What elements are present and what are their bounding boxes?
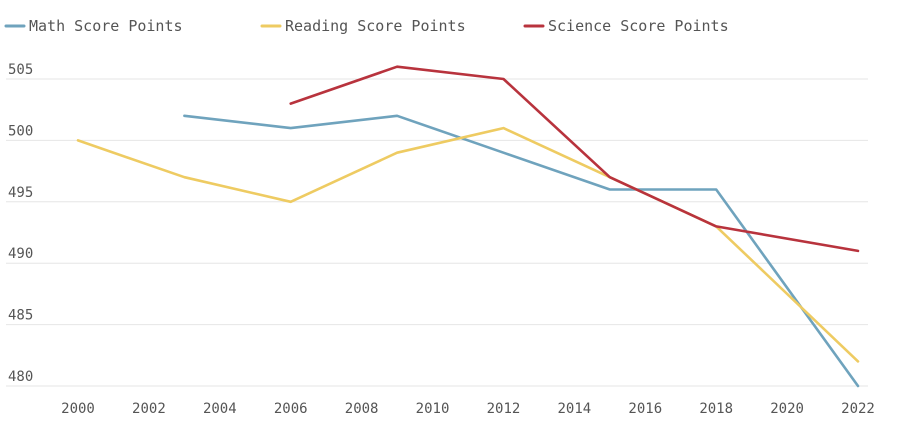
series-line-math [183, 114, 860, 388]
x-tick-label: 2010 [416, 401, 450, 417]
legend-label: Math Score Points [29, 17, 183, 35]
y-tick-label: 490 [8, 246, 33, 262]
x-tick-label: 2018 [699, 401, 733, 417]
legend-label: Science Score Points [548, 17, 729, 35]
x-tick-label: 2006 [274, 401, 308, 417]
y-tick-label: 485 [8, 308, 33, 324]
y-tick-label: 480 [8, 369, 33, 385]
x-tick-label: 2022 [841, 401, 875, 417]
y-axis: 480 485 490 495 500 505 [8, 62, 33, 385]
x-tick-label: 2020 [770, 401, 804, 417]
chart-series [76, 65, 860, 388]
x-tick-label: 2000 [61, 401, 95, 417]
legend-item-reading: Reading Score Points [260, 17, 466, 35]
legend-item-science: Science Score Points [523, 17, 729, 35]
chart-legend: Math Score Points Reading Score Points Sci… [4, 17, 729, 35]
x-tick-label: 2012 [487, 401, 521, 417]
y-tick-label: 495 [8, 185, 33, 201]
series-line-reading [76, 126, 860, 363]
legend-item-math: Math Score Points [4, 17, 183, 35]
x-tick-label: 2004 [203, 401, 237, 417]
x-axis: 2000 2002 2004 2006 2008 2010 2012 2014 2016 2018… [61, 401, 875, 417]
series-line-science [289, 65, 860, 253]
chart-gridlines [6, 78, 868, 387]
y-tick-label: 505 [8, 62, 33, 78]
x-tick-label: 2016 [628, 401, 662, 417]
x-tick-label: 2008 [345, 401, 379, 417]
x-tick-label: 2002 [132, 401, 166, 417]
y-tick-label: 500 [8, 123, 33, 139]
x-tick-label: 2014 [558, 401, 592, 417]
legend-label: Reading Score Points [285, 17, 466, 35]
